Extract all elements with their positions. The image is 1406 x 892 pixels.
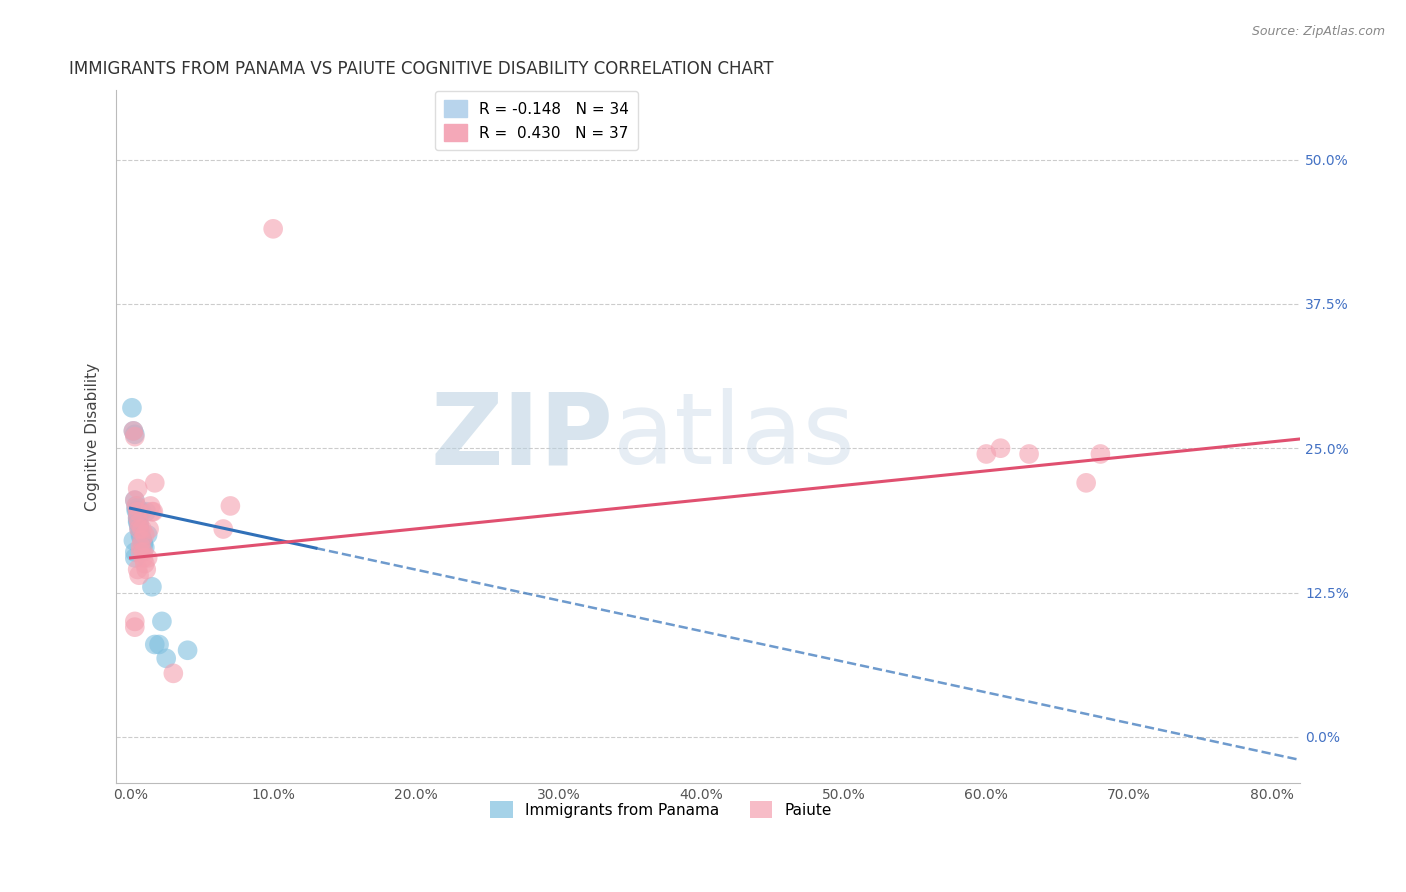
Point [122, 424, 145, 438]
Point [127, 515, 149, 529]
Point [127, 505, 149, 519]
Point [124, 550, 146, 565]
Point [122, 533, 145, 548]
Point [135, 505, 157, 519]
Point [131, 531, 153, 545]
Text: Source: ZipAtlas.com: Source: ZipAtlas.com [1251, 25, 1385, 38]
Point [212, 522, 235, 536]
Point [127, 562, 149, 576]
Point [125, 503, 148, 517]
Point [138, 522, 160, 536]
Point [124, 545, 146, 559]
Point [124, 430, 146, 444]
Point [131, 522, 153, 536]
Point [148, 638, 170, 652]
Text: ZIP: ZIP [430, 388, 613, 485]
Point [124, 615, 146, 629]
Point [125, 499, 148, 513]
Point [1090, 447, 1112, 461]
Y-axis label: Cognitive Disability: Cognitive Disability [86, 362, 100, 511]
Point [134, 557, 156, 571]
Point [134, 541, 156, 555]
Point [132, 550, 155, 565]
Point [132, 536, 155, 550]
Point [141, 580, 163, 594]
Point [129, 545, 152, 559]
Text: atlas: atlas [613, 388, 855, 485]
Point [121, 401, 143, 415]
Point [176, 643, 198, 657]
Point [132, 538, 155, 552]
Point [141, 505, 163, 519]
Point [139, 499, 162, 513]
Point [262, 222, 284, 236]
Point [162, 666, 184, 681]
Point [129, 505, 152, 519]
Point [127, 513, 149, 527]
Point [1076, 475, 1098, 490]
Point [219, 499, 242, 513]
Point [143, 475, 166, 490]
Point [136, 550, 159, 565]
Point [143, 638, 166, 652]
Point [131, 505, 153, 519]
Point [122, 424, 145, 438]
Point [129, 529, 152, 543]
Point [127, 507, 149, 521]
Point [124, 493, 146, 508]
Point [155, 651, 177, 665]
Point [142, 505, 165, 519]
Point [129, 526, 152, 541]
Point [132, 545, 155, 559]
Point [124, 427, 146, 442]
Point [124, 493, 146, 508]
Point [128, 522, 150, 536]
Point [1018, 447, 1040, 461]
Point [128, 516, 150, 531]
Point [127, 510, 149, 524]
Point [125, 499, 148, 513]
Point [128, 568, 150, 582]
Point [128, 517, 150, 532]
Point [127, 510, 149, 524]
Point [136, 528, 159, 542]
Point [127, 482, 149, 496]
Point [125, 501, 148, 516]
Point [134, 528, 156, 542]
Point [131, 533, 153, 548]
Legend: Immigrants from Panama, Paiute: Immigrants from Panama, Paiute [484, 795, 838, 824]
Point [974, 447, 997, 461]
Point [990, 441, 1012, 455]
Text: IMMIGRANTS FROM PANAMA VS PAIUTE COGNITIVE DISABILITY CORRELATION CHART: IMMIGRANTS FROM PANAMA VS PAIUTE COGNITI… [69, 60, 773, 78]
Point [128, 519, 150, 533]
Point [135, 562, 157, 576]
Point [124, 620, 146, 634]
Point [150, 615, 173, 629]
Point [129, 539, 152, 553]
Point [128, 522, 150, 536]
Point [131, 533, 153, 548]
